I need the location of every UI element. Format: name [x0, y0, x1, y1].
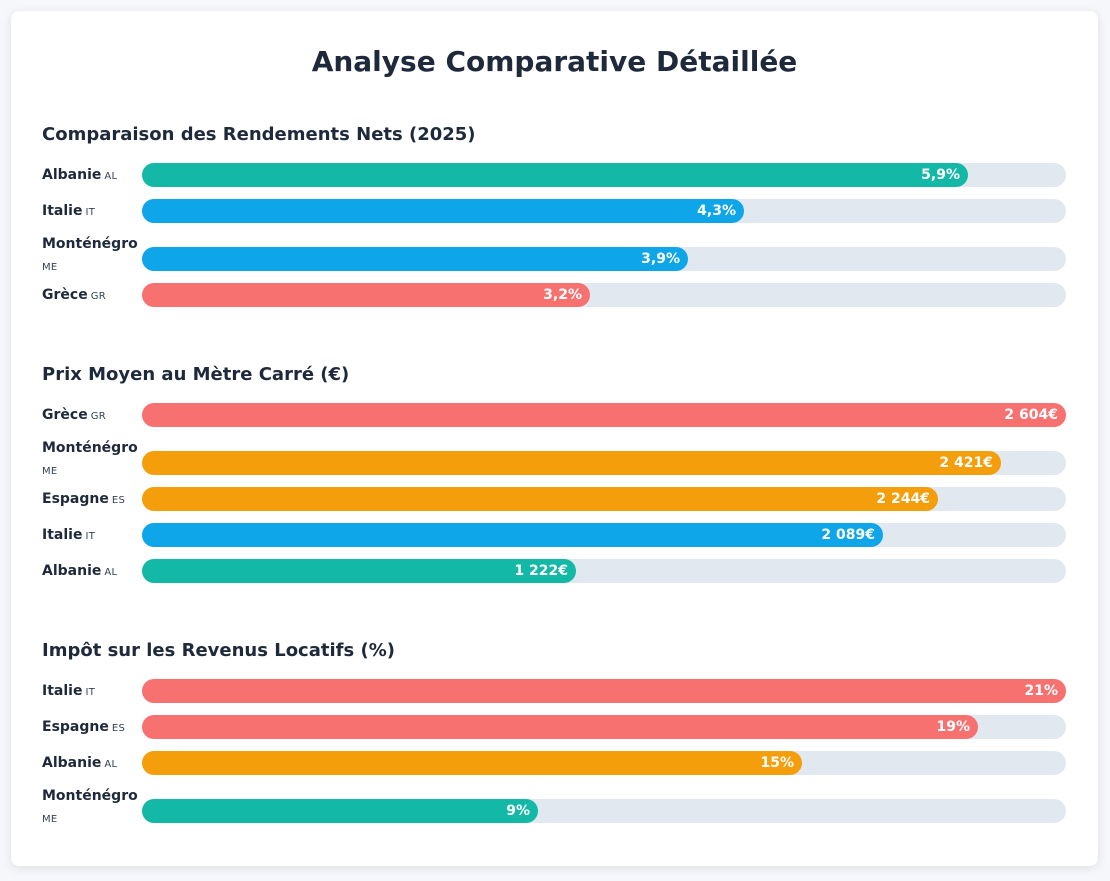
bar-track: 3,9% [142, 247, 1066, 271]
bar: 21% [142, 679, 1066, 703]
country-name: Italie [42, 527, 83, 543]
category-label: Grèce GR [42, 404, 142, 428]
country-code: AL [104, 567, 118, 578]
country-name: Espagne [42, 491, 109, 507]
bar-row: Italie IT 2 089€ [42, 523, 1066, 547]
data-label: 19% [936, 719, 970, 735]
bar-track: 2 089€ [142, 523, 1066, 547]
bar: 3,2% [142, 283, 590, 307]
bar-row: Monténégro ME 9% [42, 788, 1066, 825]
data-label: 3,9% [641, 251, 680, 267]
country-name: Monténégro [42, 440, 138, 456]
bar-track: 5,9% [142, 163, 1066, 187]
bar: 3,9% [142, 247, 688, 271]
bar-row: Albanie AL 15% [42, 751, 1066, 775]
bar-track: 2 604€ [142, 403, 1066, 427]
bar: 9% [142, 799, 538, 823]
bar-row: Espagne ES 19% [42, 715, 1066, 739]
country-code: IT [85, 531, 96, 542]
country-code: GR [90, 291, 106, 302]
category-label: Monténégro ME [42, 437, 142, 485]
data-label: 2 089€ [821, 527, 875, 543]
bar-track: 15% [142, 751, 1066, 775]
bar-row: Albanie AL 1 222€ [42, 559, 1066, 583]
bar-row: Italie IT 21% [42, 679, 1066, 703]
bar: 4,3% [142, 199, 744, 223]
page-title: Analyse Comparative Détaillée [311, 45, 798, 78]
bar-track: 4,3% [142, 199, 1066, 223]
bar: 15% [142, 751, 802, 775]
country-name: Monténégro [42, 788, 138, 804]
bar-row: Italie IT 4,3% [42, 199, 1066, 223]
data-label: 2 244€ [876, 491, 930, 507]
country-code: ME [42, 466, 58, 477]
country-code: ME [42, 814, 58, 825]
bar: 2 421€ [142, 451, 1001, 475]
country-name: Grèce [42, 407, 88, 423]
category-label: Espagne ES [42, 716, 142, 740]
bar-track: 3,2% [142, 283, 1066, 307]
category-label: Monténégro ME [42, 233, 142, 281]
bar: 2 244€ [142, 487, 938, 511]
country-name: Albanie [42, 755, 102, 771]
bar-row: Grèce GR 3,2% [42, 283, 1066, 307]
country-name: Albanie [42, 167, 102, 183]
category-label: Espagne ES [42, 488, 142, 512]
bar-track: 2 421€ [142, 451, 1066, 475]
bar-row: Monténégro ME 2 421€ [42, 440, 1066, 477]
bar-track: 9% [142, 799, 1066, 823]
country-code: IT [85, 687, 96, 698]
country-name: Grèce [42, 287, 88, 303]
chart-title: Prix Moyen au Mètre Carré (€) [42, 364, 350, 385]
category-label: Italie IT [42, 524, 142, 548]
category-label: Grèce GR [42, 284, 142, 308]
data-label: 2 604€ [1004, 407, 1058, 423]
bar-row: Albanie AL 5,9% [42, 163, 1066, 187]
category-label: Monténégro ME [42, 785, 142, 833]
bar-row: Grèce GR 2 604€ [42, 403, 1066, 427]
bar: 1 222€ [142, 559, 576, 583]
chart-title: Impôt sur les Revenus Locatifs (%) [42, 640, 395, 661]
chart-card: Analyse Comparative Détaillée Comparaiso… [11, 11, 1098, 866]
category-label: Albanie AL [42, 752, 142, 776]
country-code: ES [111, 723, 126, 734]
bar: 19% [142, 715, 978, 739]
country-name: Monténégro [42, 236, 138, 252]
data-label: 5,9% [921, 167, 960, 183]
data-label: 3,2% [543, 287, 582, 303]
bar: 5,9% [142, 163, 968, 187]
country-name: Italie [42, 683, 83, 699]
country-name: Albanie [42, 563, 102, 579]
data-label: 9% [506, 803, 530, 819]
category-label: Albanie AL [42, 560, 142, 584]
bar: 2 089€ [142, 523, 883, 547]
data-label: 15% [760, 755, 794, 771]
bar: 2 604€ [142, 403, 1066, 427]
country-name: Espagne [42, 719, 109, 735]
data-label: 1 222€ [514, 563, 568, 579]
category-label: Albanie AL [42, 164, 142, 188]
country-code: ME [42, 262, 58, 273]
bar-row: Espagne ES 2 244€ [42, 487, 1066, 511]
bar-track: 21% [142, 679, 1066, 703]
country-code: AL [104, 759, 118, 770]
country-code: AL [104, 171, 118, 182]
bar-track: 2 244€ [142, 487, 1066, 511]
data-label: 21% [1024, 683, 1058, 699]
chart-title: Comparaison des Rendements Nets (2025) [42, 124, 476, 145]
bar-row: Monténégro ME 3,9% [42, 236, 1066, 273]
category-label: Italie IT [42, 200, 142, 224]
category-label: Italie IT [42, 680, 142, 704]
bar-track: 1 222€ [142, 559, 1066, 583]
data-label: 2 421€ [939, 455, 993, 471]
bar-track: 19% [142, 715, 1066, 739]
data-label: 4,3% [697, 203, 736, 219]
country-code: IT [85, 207, 96, 218]
country-name: Italie [42, 203, 83, 219]
country-code: GR [90, 411, 106, 422]
country-code: ES [111, 495, 126, 506]
